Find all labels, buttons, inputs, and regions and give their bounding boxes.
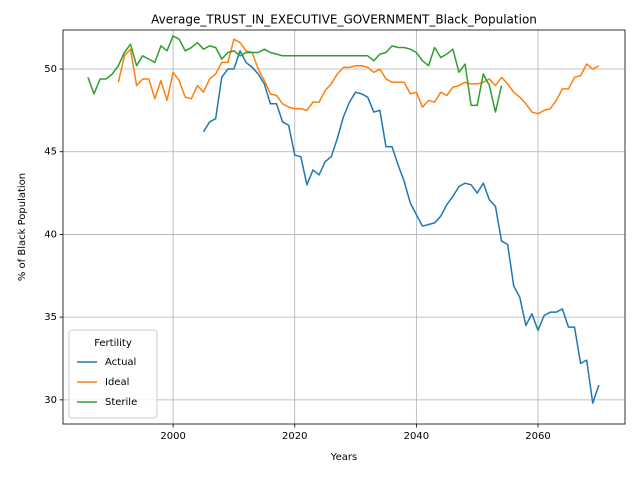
x-tick-label: 2040 [404,431,429,442]
legend-label: Sterile [105,397,137,408]
y-tick-label: 45 [44,147,57,158]
y-axis-label: % of Black Population [17,173,28,281]
series-line [202,50,600,404]
x-tick-label: 2060 [525,431,550,442]
plot-frame [62,29,626,425]
x-tick-label: 2020 [282,431,307,442]
x-axis-label: Years [330,452,357,463]
legend: Fertility Actual Ideal Sterile [68,329,158,419]
chart-title: Average_TRUST_IN_EXECUTIVE_GOVERNMENT_Bl… [151,13,537,27]
legend-label: Actual [105,357,136,368]
x-tick-label: 2000 [160,431,185,442]
y-tick-label: 40 [44,229,57,240]
legend-label: Ideal [105,377,129,388]
series-line [117,38,600,115]
y-tick-label: 50 [44,64,57,75]
y-tick-label: 30 [44,395,57,406]
series-line [87,35,503,113]
legend-title: Fertility [94,338,132,349]
y-tick-label: 35 [44,312,57,323]
legend-box [68,329,158,419]
